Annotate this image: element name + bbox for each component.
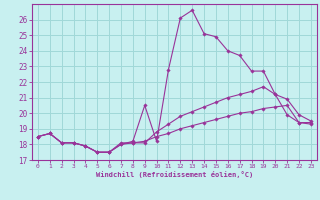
X-axis label: Windchill (Refroidissement éolien,°C): Windchill (Refroidissement éolien,°C): [96, 171, 253, 178]
